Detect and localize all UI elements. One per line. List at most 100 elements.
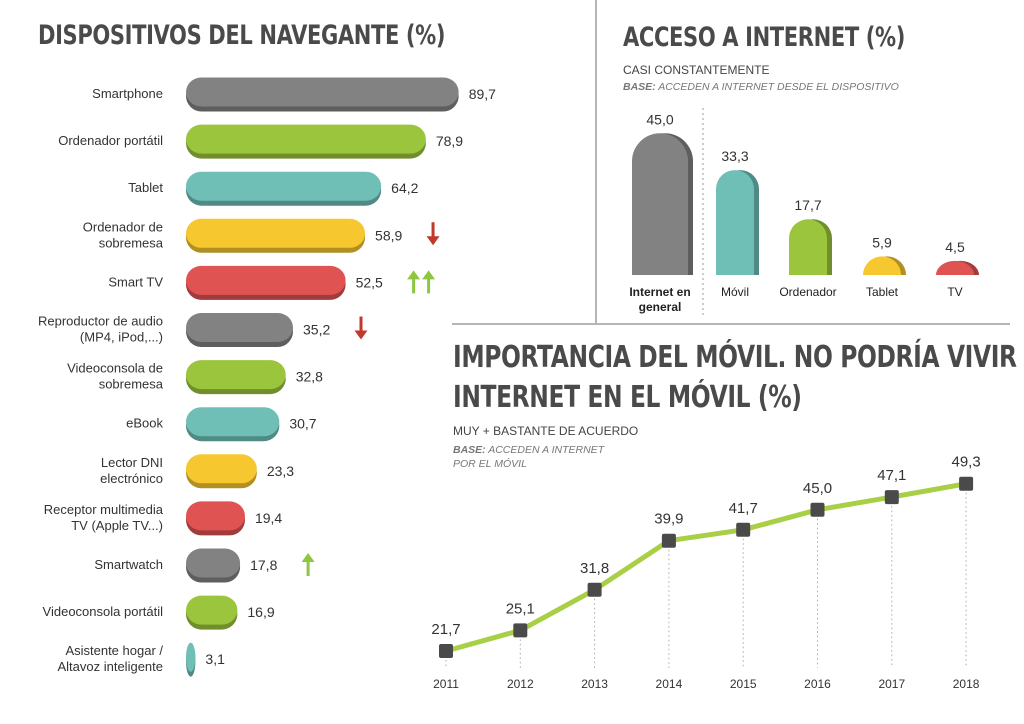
category-label: eBook — [126, 416, 163, 431]
bar — [186, 171, 382, 201]
bar — [186, 642, 196, 672]
bar-value-label: 78,9 — [436, 133, 463, 149]
category-label: Smartphone — [92, 86, 163, 101]
category-label: Tablet — [128, 180, 163, 195]
bar-value-label: 17,7 — [794, 197, 821, 213]
access-base-text: ACCEDEN A INTERNET DESDE EL DISPOSITIVO — [658, 81, 899, 93]
category-label: Ordenador — [779, 285, 836, 299]
up-arrow-icon — [407, 270, 421, 294]
bar-value-label: 3,1 — [205, 651, 225, 667]
category-label: sobremesa — [99, 235, 164, 250]
bar-value-label: 17,8 — [250, 557, 277, 573]
up-arrow-icon — [301, 553, 315, 576]
bar — [186, 454, 257, 484]
category-label: Smart TV — [108, 274, 163, 289]
bar — [186, 595, 238, 625]
mobile-chart-title-line1: IMPORTANCIA DEL MÓVIL. NO PODRÍA VIVIR S… — [453, 340, 1024, 375]
mobile-base-text-line2: POR EL MÓVIL — [453, 458, 527, 470]
bar-value-label: 45,0 — [646, 111, 673, 127]
category-label: Receptor multimedia — [44, 502, 164, 517]
data-point-label: 21,7 — [431, 621, 460, 638]
horizontal-bar-chart: 89,7 Smartphone 78,9 Ordenador portátil 64,2… — [38, 77, 496, 677]
bar — [186, 124, 426, 154]
access-chart-base: BASE: ACCEDEN A INTERNET DESDE EL DISPOS… — [623, 80, 899, 94]
bar — [789, 219, 828, 275]
category-label: TV — [947, 285, 962, 299]
x-tick-label: 2016 — [804, 677, 831, 691]
category-label: Tablet — [866, 285, 899, 299]
bar — [186, 218, 366, 248]
bar — [186, 313, 294, 342]
bar-value-label: 30,7 — [289, 416, 316, 432]
down-arrow-icon — [426, 222, 440, 246]
bar — [186, 77, 459, 107]
bar-value-label: 16,9 — [247, 604, 274, 620]
category-label: Altavoz inteligente — [57, 659, 163, 674]
access-base-label: BASE: — [623, 81, 656, 93]
x-tick-label: 2014 — [656, 677, 683, 691]
data-point-marker — [661, 533, 676, 548]
access-chart-title: ACCESO A INTERNET (%) — [623, 22, 905, 53]
x-tick-label: 2012 — [507, 677, 534, 691]
mobile-chart-subtitle: MUY + BASTANTE DE ACUERDO — [453, 424, 639, 438]
data-point-marker — [736, 522, 751, 537]
mobile-chart-base: BASE: ACCEDEN A INTERNET POR EL MÓVIL — [453, 443, 604, 471]
category-label: Móvil — [721, 285, 749, 299]
data-point-marker — [587, 582, 602, 597]
category-label: Smartwatch — [94, 557, 163, 572]
data-point-marker — [959, 476, 974, 491]
data-point-label: 39,9 — [654, 511, 683, 528]
bar-value-label: 35,2 — [303, 322, 330, 338]
x-tick-label: 2017 — [878, 677, 905, 691]
category-label: Ordenador portátil — [58, 133, 163, 148]
bar — [186, 407, 280, 437]
category-label: general — [639, 300, 682, 314]
down-arrow-icon — [354, 316, 368, 340]
category-label: sobremesa — [99, 377, 164, 392]
bar-value-label: 19,4 — [255, 510, 282, 526]
x-tick-label: 2018 — [953, 677, 980, 691]
mobile-base-text-line1: ACCEDEN A INTERNET — [488, 444, 605, 456]
bar-value-label: 52,5 — [356, 274, 383, 290]
bar-value-label: 5,9 — [872, 234, 892, 250]
access-chart-subtitle: CASI CONSTANTEMENTE — [623, 63, 770, 77]
bar — [186, 265, 346, 295]
bar — [186, 360, 286, 390]
category-label: Internet en — [629, 285, 690, 299]
data-point-label: 41,7 — [729, 500, 758, 517]
bar-value-label: 33,3 — [721, 148, 748, 164]
series-line — [445, 481, 967, 654]
data-point-marker — [513, 623, 528, 638]
data-point-marker — [439, 644, 453, 658]
bar — [936, 260, 974, 275]
mobile-base-label: BASE: — [453, 444, 486, 456]
data-point-label: 31,8 — [580, 560, 609, 577]
category-label: (MP4, iPod,...) — [80, 330, 163, 345]
x-tick-label: 2013 — [581, 677, 608, 691]
bar — [863, 256, 901, 275]
category-label: Lector DNI — [101, 455, 163, 470]
data-point-label: 45,0 — [803, 480, 832, 497]
bar — [186, 501, 245, 531]
category-label: Reproductor de audio — [38, 314, 163, 329]
bar — [632, 133, 688, 275]
bar-value-label: 4,5 — [945, 239, 965, 255]
category-label: electrónico — [100, 471, 163, 486]
bar — [716, 170, 754, 275]
category-label: Ordenador de — [83, 219, 163, 234]
line-chart: 21,7 2011 25,1 2012 31,8 2013 39,9 2014 41,7 2015… — [431, 454, 980, 691]
x-tick-label: 2015 — [730, 677, 757, 691]
bar-value-label: 89,7 — [469, 86, 496, 102]
category-label: Videoconsola portátil — [43, 604, 164, 619]
bar-value-label: 58,9 — [375, 227, 402, 243]
bar-value-label: 32,8 — [296, 369, 323, 385]
category-label: Asistente hogar / — [65, 643, 163, 658]
bar-value-label: 64,2 — [391, 180, 418, 196]
data-point-marker — [884, 490, 899, 505]
data-point-label: 47,1 — [877, 467, 906, 484]
data-point-label: 49,3 — [951, 454, 980, 471]
bar — [186, 548, 241, 578]
category-label: TV (Apple TV...) — [71, 518, 163, 533]
